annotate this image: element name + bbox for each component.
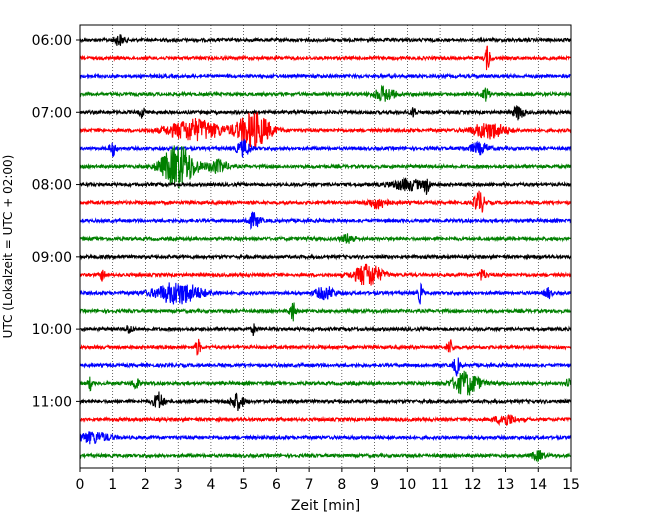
x-tick-label: 5 (239, 477, 248, 493)
x-tick-label: 11 (431, 477, 449, 493)
trace-1030 (79, 357, 572, 378)
trace-0730 (79, 138, 571, 158)
trace-1045 (79, 370, 572, 396)
trace-1015 (79, 338, 572, 356)
x-tick-label: 7 (305, 477, 314, 493)
trace-1000 (79, 323, 572, 337)
x-tick-label: 1 (108, 477, 117, 493)
x-tick-label: 3 (174, 477, 183, 493)
x-tick-label: 2 (141, 477, 150, 493)
trace-0830 (79, 211, 572, 231)
y-axis-ticks: 06:00 07:00 08:00 09:00 10:00 11:00 (32, 33, 80, 410)
y-tick-label: 08:00 (32, 178, 72, 194)
trace-0815 (79, 190, 572, 213)
x-tick-label: 8 (337, 477, 346, 493)
y-tick-label: 07:00 (32, 105, 72, 121)
x-axis-ticks: 0 1 2 3 4 5 6 7 8 9 10 11 12 13 14 15 (76, 468, 580, 493)
x-tick-label: 15 (562, 477, 580, 493)
trace-1145 (79, 449, 572, 463)
trace-0800 (79, 176, 572, 195)
x-axis-title: Zeit [min] (291, 498, 360, 514)
x-tick-label: 9 (370, 477, 379, 493)
trace-0715 (79, 111, 572, 150)
x-tick-label: 13 (497, 477, 515, 493)
trace-1115 (79, 413, 572, 427)
x-tick-label: 4 (206, 477, 215, 493)
trace-0945 (79, 302, 572, 322)
trace-0930 (79, 282, 572, 305)
trace-0900 (79, 253, 572, 261)
x-tick-label: 14 (529, 477, 547, 493)
y-tick-label: 11:00 (32, 394, 72, 410)
trace-0845 (79, 233, 571, 245)
y-axis-title: UTC (Lokalzeit = UTC + 02:00) (1, 155, 15, 339)
x-tick-label: 10 (398, 477, 416, 493)
trace-0600 (79, 34, 572, 46)
trace-0745 (79, 145, 572, 189)
x-tick-label: 6 (272, 477, 281, 493)
vertical-grid (112, 25, 539, 468)
trace-0700 (79, 104, 572, 121)
trace-0915 (79, 263, 572, 286)
y-tick-label: 09:00 (32, 250, 72, 266)
x-tick-label: 0 (76, 477, 85, 493)
trace-1100 (79, 391, 572, 412)
y-tick-label: 10:00 (32, 322, 72, 338)
plot-frame (79, 24, 572, 469)
x-tick-label: 12 (464, 477, 482, 493)
trace-0645 (79, 84, 572, 102)
trace-1130 (79, 431, 572, 445)
trace-0630 (79, 72, 571, 80)
y-tick-label: 06:00 (32, 33, 72, 49)
seismic-traces (79, 34, 572, 463)
trace-0615 (79, 45, 571, 71)
